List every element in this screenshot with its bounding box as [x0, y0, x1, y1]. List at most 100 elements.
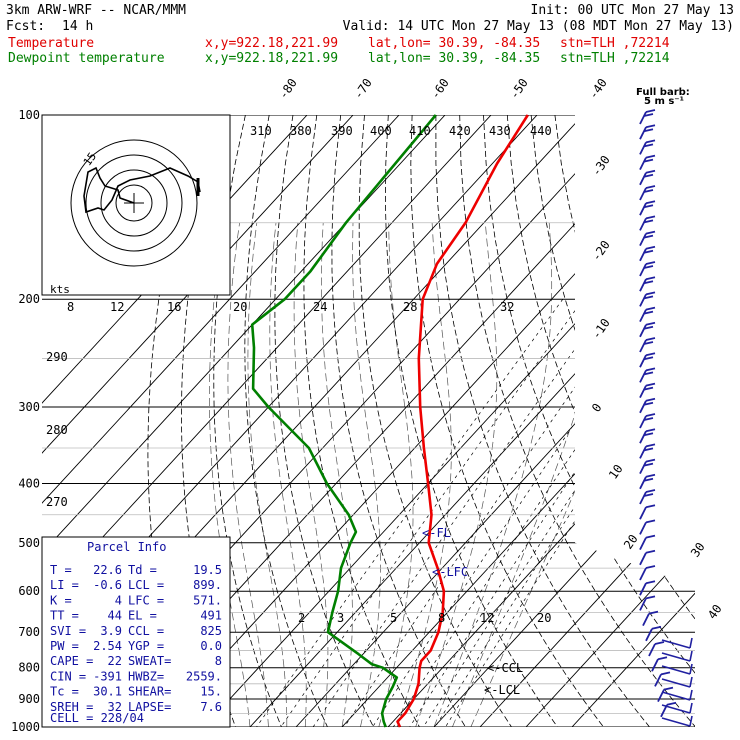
barb-legend-title: Full barb: — [636, 87, 690, 98]
wind-barb — [639, 230, 656, 247]
mixing-ratio-3 — [271, 298, 584, 727]
temperature-label: -30 — [589, 153, 613, 179]
lcl-annotation: <-LCL — [484, 683, 520, 697]
mixing-ratio-label-lower: 2 — [298, 611, 305, 625]
dry-adiabat-290 — [274, 115, 380, 727]
dry-adiabat-460 — [698, 115, 740, 737]
parcel-row-left-label: CIN = — [50, 669, 86, 683]
dry-adiabat-280 — [244, 115, 333, 727]
parcel-row-left-value: 3.9 — [100, 624, 122, 638]
wind-barb — [639, 504, 656, 520]
wind-barb — [639, 245, 656, 262]
hodograph-ring-1 — [115, 184, 153, 222]
parcel-row-right-value: 19.5 — [193, 563, 222, 577]
moist-adiabat-2 — [269, 222, 307, 727]
dewpoint-station: stn=TLH ,72214 — [560, 51, 670, 66]
wind-barb-low — [661, 650, 693, 662]
wind-barb — [639, 473, 656, 490]
isotherm-40 — [479, 115, 695, 727]
dry-adiabat-410 — [578, 115, 695, 727]
moist-adiabat--6 — [227, 222, 269, 727]
wind-barb — [639, 489, 656, 505]
parcel-row-right-label: LFC = — [128, 593, 164, 607]
temperature-label: -70 — [351, 76, 375, 102]
mixing-ratio-2 — [247, 298, 564, 727]
wind-barb — [639, 397, 656, 414]
parcel-row-left-label: LI = — [50, 578, 79, 592]
pressure-label-300: 300 — [18, 400, 40, 414]
wind-barb — [639, 321, 656, 338]
pressure-label-900: 900 — [18, 692, 40, 706]
parcel-row-left-label: T = — [50, 563, 72, 577]
ccl-annotation: <-CCL — [487, 661, 523, 675]
wind-barb — [639, 595, 656, 611]
parcel-row-left-value: 22 — [108, 654, 122, 668]
theta-label: 420 — [449, 124, 471, 138]
wind-barb — [639, 276, 656, 292]
mixing-ratio-label: 8 — [67, 300, 74, 314]
wind-barb — [639, 413, 656, 429]
dry-adiabat-310 — [331, 115, 473, 727]
wind-barb-low — [661, 689, 693, 701]
temperature-label: 30 — [688, 540, 708, 560]
mixing-ratio-32 — [437, 299, 695, 727]
parcel-row-right-label: LAPSE= — [128, 700, 171, 714]
wind-barb — [639, 443, 656, 459]
temperature-label: -60 — [428, 76, 452, 102]
wind-barb — [651, 656, 668, 672]
moist-adiabat-14 — [352, 222, 381, 727]
temperature-label: -80 — [276, 76, 300, 102]
mixing-ratio-28 — [426, 299, 695, 727]
wind-barb — [639, 565, 656, 581]
parcel-row-right-value: 825 — [200, 624, 222, 638]
parcel-row-left-label: CAPE = — [50, 654, 93, 668]
theta-label: 390 — [331, 124, 353, 138]
temperature-label: -50 — [507, 76, 531, 102]
parcel-row-left-label: Tc = — [50, 685, 79, 699]
dry-adiabat-300 — [303, 115, 426, 727]
barb-legend-unit: 5 m s⁻¹ — [644, 96, 684, 107]
wind-barb — [639, 169, 656, 186]
parcel-row-left-value: 32 — [108, 700, 122, 714]
dry-adiabat-label: 280 — [46, 423, 68, 437]
dry-adiabat-390 — [530, 115, 695, 727]
dry-adiabat-360 — [459, 115, 695, 727]
isotherm--110 — [42, 115, 354, 727]
parcel-info-box: Parcel Info T = 22.6 Td = 19.5 LI = -0.6 LCL =… — [41, 536, 231, 728]
wind-barb-low — [661, 637, 693, 649]
fcst-value: 14 h — [62, 19, 93, 34]
parcel-row-right-label: SWEAT= — [128, 654, 171, 668]
moist-adiabat--2 — [247, 222, 288, 727]
temperature-xy: x,y=922.18,221.99 — [205, 36, 338, 51]
parcel-row-right-label: YGP = — [128, 639, 164, 653]
dry-adiabat-420 — [602, 115, 695, 727]
isotherm-30 — [433, 115, 695, 727]
wind-barb — [639, 109, 656, 125]
dewpoint-xy: x,y=922.18,221.99 — [205, 51, 338, 66]
moist-adiabat-6 — [293, 222, 329, 727]
wind-barb — [648, 641, 665, 657]
parcel-row-right-value: 0.0 — [200, 639, 222, 653]
mixing-ratio-label: 12 — [110, 300, 124, 314]
temperature-label: 40 — [705, 602, 725, 622]
temperature-label: -20 — [589, 238, 613, 264]
parcel-row-right-label: CCL = — [128, 624, 164, 638]
model-title: 3km ARW-WRF -- NCAR/MMM — [6, 3, 186, 18]
parcel-row-right-value: 2559. — [186, 669, 222, 683]
parcel-row-right-value: 899. — [193, 578, 222, 592]
dry-adiabat-label: 290 — [46, 350, 68, 364]
moist-adiabat-22 — [396, 222, 452, 727]
parcel-row-right-value: 7.6 — [200, 700, 222, 714]
hodograph: 15 kts — [41, 114, 231, 296]
temperature-label: 20 — [621, 532, 641, 552]
wind-barb — [639, 580, 656, 596]
moist-adiabat-10 — [321, 222, 353, 727]
wind-barb — [639, 124, 656, 140]
wind-barb — [639, 306, 656, 323]
lfc-annotation: <-LFC — [432, 565, 468, 579]
parcel-row-right-label: LCL = — [128, 578, 164, 592]
mixing-ratio-labels: 8 12 16 20 24 28 32 2 3 5 8 12 20 — [67, 300, 551, 625]
moist-adiabat-34 — [452, 222, 618, 727]
hodograph-frame — [41, 114, 231, 296]
